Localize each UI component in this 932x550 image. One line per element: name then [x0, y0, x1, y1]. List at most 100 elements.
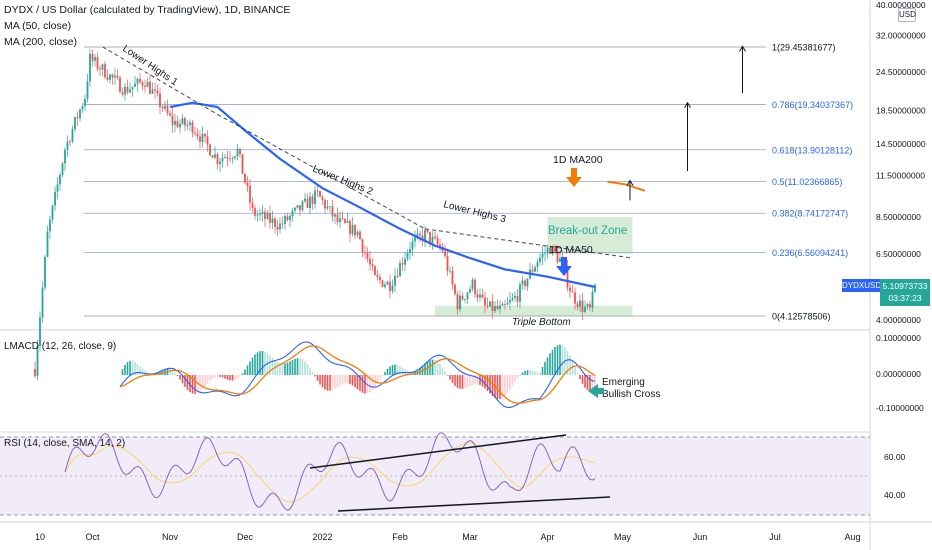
macd-histogram-bar — [464, 375, 466, 389]
macd-histogram-bar — [306, 364, 309, 375]
breakout-zone — [547, 217, 633, 254]
ma200-legend: MA (200, close) — [4, 36, 77, 48]
macd-histogram-bar — [139, 366, 141, 375]
candle-body — [366, 252, 369, 259]
macd-histogram-bar — [556, 345, 559, 375]
macd-histogram-bar — [561, 345, 564, 375]
time-axis-label: Mar — [462, 532, 478, 542]
candle-body — [329, 206, 331, 208]
macd-histogram-bar — [121, 369, 124, 375]
macd-histogram-bar — [519, 374, 521, 376]
emerging-cross-arrow-icon — [588, 384, 604, 398]
bar-countdown: 03:37:23 — [888, 293, 922, 303]
candle-body — [399, 263, 401, 277]
candle-body — [101, 64, 104, 70]
macd-histogram-bar — [506, 375, 509, 394]
candle-body — [204, 133, 206, 137]
macd-histogram-bar — [381, 375, 384, 376]
symbol-price-tag: DYDXUSD — [842, 279, 882, 292]
macd-histogram-bar — [554, 347, 556, 375]
macd-histogram-bar — [541, 366, 544, 375]
arrow-layer — [556, 45, 746, 276]
rsi-axis-label: 60.00 — [884, 452, 906, 462]
macd-histogram-bar — [206, 375, 209, 384]
candle-body — [59, 174, 61, 185]
macd-histogram-bar — [514, 375, 516, 382]
candle-body — [586, 303, 589, 307]
macd-histogram-bar — [241, 373, 244, 375]
macd-histogram-bar — [371, 375, 374, 391]
macd-histogram-bar — [296, 358, 299, 375]
candle-body — [581, 300, 584, 312]
candle-body — [574, 292, 576, 304]
triple-bottom-label: Triple Bottom — [512, 317, 571, 328]
macd-histogram-bar — [339, 375, 341, 386]
candle-body — [301, 201, 304, 211]
macd-histogram-bar — [316, 375, 319, 381]
candle-body — [554, 246, 556, 252]
macd-histogram-bar — [491, 375, 494, 396]
candle-body — [151, 89, 154, 94]
ma50-label: 1D MA50 — [549, 244, 593, 256]
candle-body — [246, 182, 249, 187]
candle-body — [304, 198, 306, 202]
macd-histogram-bar — [184, 375, 186, 387]
macd-histogram-bar — [129, 360, 131, 375]
candle-body — [64, 149, 66, 164]
triple-bottom-zone — [435, 305, 633, 317]
candle-body — [231, 157, 234, 159]
macd-histogram-bar — [246, 365, 249, 375]
candle-body — [46, 231, 49, 257]
macd-axis-label: 0.10000000 — [876, 333, 921, 343]
candle-body — [336, 214, 339, 222]
candle-body — [489, 301, 491, 307]
macd-histogram-bar — [516, 375, 519, 379]
emerging-label: Emerging — [602, 377, 645, 388]
macd-histogram-bar — [484, 375, 486, 389]
macd-histogram-bar — [394, 364, 396, 375]
candle-body — [44, 256, 46, 288]
candle-body — [471, 279, 474, 289]
candle-body — [244, 173, 246, 183]
candle-body — [281, 223, 284, 225]
candle-body — [566, 268, 569, 288]
macd-histogram-bar — [526, 370, 529, 375]
price-axis-label: 11.50000000 — [876, 171, 925, 181]
macd-histogram-bar — [401, 367, 404, 375]
candle-body — [321, 196, 324, 201]
candle-body — [291, 210, 294, 216]
ma50-legend: MA (50, close) — [4, 20, 72, 32]
candle-body — [381, 280, 384, 287]
bullish-cross-label: Bullish Cross — [602, 389, 660, 400]
candle-body — [391, 285, 394, 292]
macd-histogram-bar — [239, 375, 241, 377]
candle-body — [186, 124, 189, 126]
macd-histogram-bar — [451, 375, 454, 384]
macd-histogram-bar — [524, 370, 526, 375]
candle-body — [556, 251, 559, 263]
candle-body — [104, 64, 106, 78]
macd-histogram-bar — [376, 375, 379, 384]
macd-histogram-bar — [354, 375, 356, 388]
candle-body — [346, 221, 349, 223]
macd-histogram-bar — [209, 375, 211, 381]
candle-body — [544, 253, 546, 254]
macd-histogram-bar — [324, 375, 326, 390]
macd-histogram-bar — [204, 375, 206, 387]
fib-level-label: 1(29.45381677) — [772, 43, 836, 53]
candle-body — [184, 118, 186, 126]
candle-body — [126, 86, 129, 93]
candle-body — [369, 258, 371, 265]
macd-histogram-bar — [224, 375, 226, 379]
candle-body — [111, 74, 114, 78]
candle-body — [379, 276, 381, 281]
macd-axis-label: 0.00000000 — [876, 369, 921, 379]
currency-badge[interactable]: USD — [898, 8, 916, 22]
macd-title: LMACD (12, 26, close, 9) — [4, 341, 117, 352]
candle-body — [584, 306, 586, 312]
macd-histogram-bar — [219, 375, 221, 377]
candle-body — [506, 302, 509, 305]
ma50-arrow-icon — [556, 257, 572, 276]
lower-highs-trendline — [217, 113, 426, 230]
target-arrow-head — [739, 45, 746, 52]
